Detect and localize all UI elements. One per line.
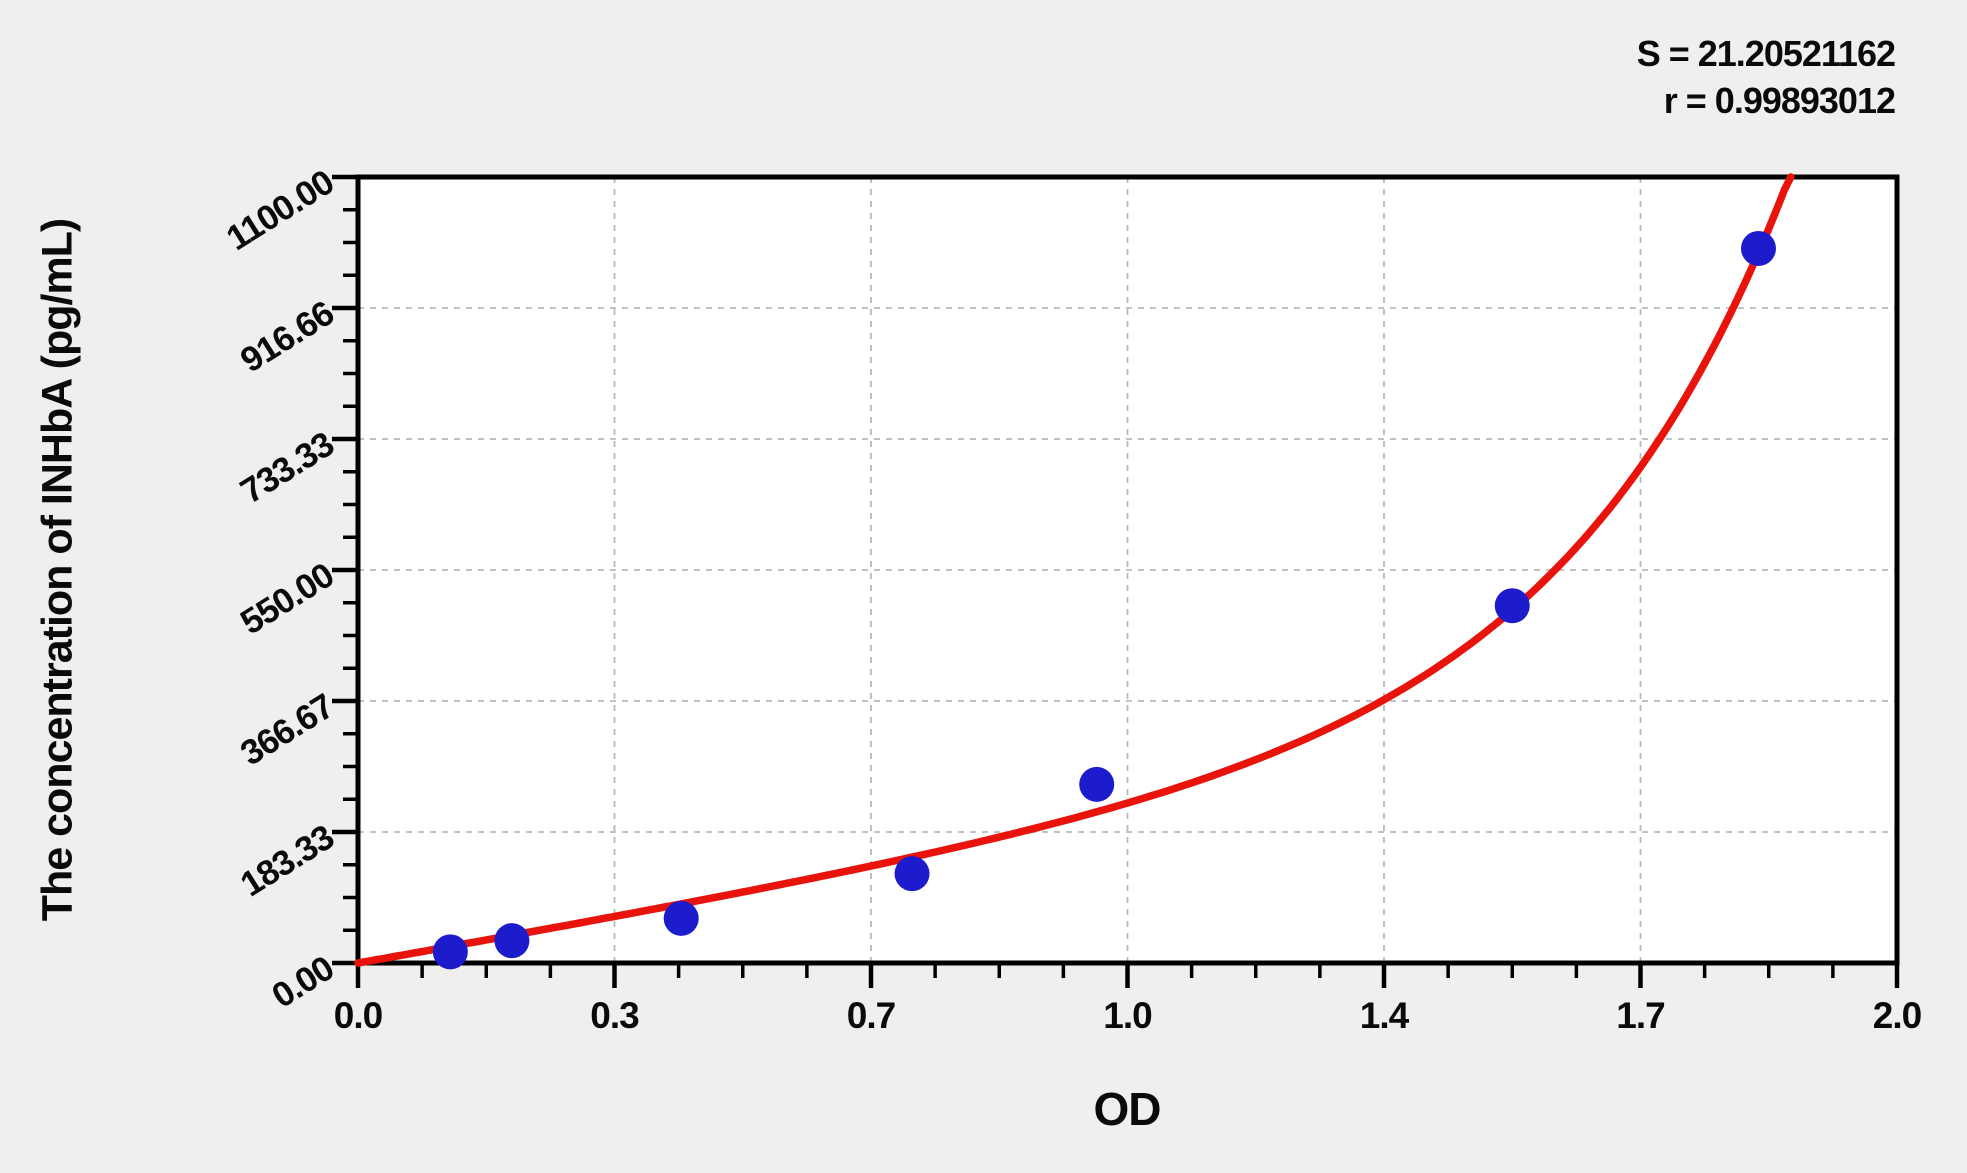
data-point [1494,588,1530,624]
y-tick-label: 1100.00 [220,162,341,258]
fit-statistic-r: r = 0.99893012 [1663,80,1896,121]
fit-curve-line [354,173,1795,967]
x-tick-label: 1.4 [1360,995,1410,1036]
fit-statistic-s: S = 21.20521162 [1636,33,1896,74]
x-tick-label: 1.0 [1103,995,1152,1036]
y-axis-title: The concentration of INHbA (pg/mL) [33,218,82,922]
x-tick-label: 0.0 [334,995,383,1036]
x-tick-label: 0.3 [590,995,639,1036]
y-tick-label: 366.67 [234,687,340,774]
data-point [1740,230,1776,266]
data-point [894,856,930,892]
y-tick-label: 916.66 [234,293,341,380]
data-point [1079,766,1115,802]
y-tick-label: 550.00 [234,555,341,642]
x-tick-label: 2.0 [1873,995,1922,1036]
data-point [663,900,699,936]
data-point [494,923,530,959]
y-tick-label: 733.33 [234,424,341,511]
fit-statistics: S = 21.20521162 r = 0.99893012 [1636,30,1896,124]
y-tick-label: 0.00 [265,948,340,1015]
data-point [432,934,468,970]
x-tick-label: 0.7 [847,995,895,1036]
x-tick-label: 1.7 [1616,995,1664,1036]
x-axis-title: OD [1093,1083,1162,1135]
y-tick-label: 183.33 [234,817,341,904]
plot-frame [355,174,1900,966]
